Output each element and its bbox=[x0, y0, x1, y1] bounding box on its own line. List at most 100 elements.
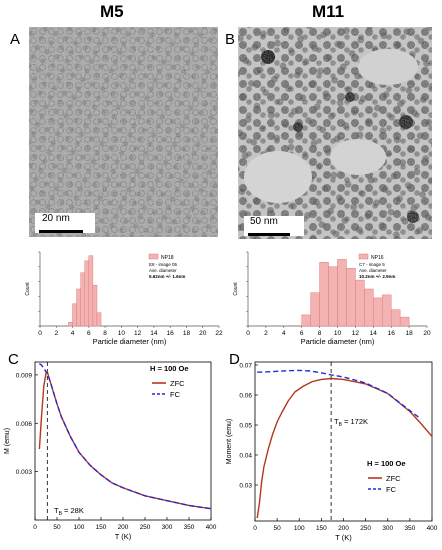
x-tick-label: 20 bbox=[199, 330, 207, 337]
y-tick-label: 0.06 bbox=[239, 393, 252, 400]
x-tick-label: 8 bbox=[318, 330, 322, 337]
y-tick-label: 0.006 bbox=[16, 421, 33, 428]
y-axis-label: Moment (emu) bbox=[226, 419, 233, 465]
x-tick-label: 16 bbox=[167, 330, 175, 337]
x-tick-label: 14 bbox=[150, 330, 158, 337]
series-line-fc bbox=[257, 369, 422, 420]
tem-image-m5 bbox=[29, 27, 218, 237]
x-tick-label: 100 bbox=[74, 524, 85, 531]
y-tick-label: 0.009 bbox=[16, 372, 33, 379]
blocking-temperature-label: TB = 172K bbox=[334, 417, 368, 428]
x-tick-label: 6 bbox=[300, 330, 304, 337]
x-tick-label: 100 bbox=[294, 525, 305, 532]
legend-line: 10.2nm +/- 2.9nm bbox=[359, 274, 395, 279]
histogram-bar bbox=[76, 288, 81, 327]
x-tick-label: 400 bbox=[206, 524, 217, 531]
x-tick-label: 0 bbox=[33, 524, 37, 531]
x-tick-label: 10 bbox=[334, 330, 342, 337]
field-label: H = 100 Oe bbox=[150, 364, 189, 373]
legend-line: 5.62nm +/- 1.6nm bbox=[149, 274, 185, 279]
x-tick-label: 8 bbox=[103, 330, 107, 337]
x-tick-label: 18 bbox=[183, 330, 191, 337]
tem-image-m11-svg bbox=[238, 27, 432, 239]
x-tick-label: 250 bbox=[360, 525, 371, 532]
x-tick-label: 150 bbox=[96, 524, 107, 531]
series-line-zfc bbox=[256, 377, 433, 519]
x-tick-label: 50 bbox=[53, 524, 61, 531]
histogram-bar bbox=[399, 316, 410, 327]
y-tick-label: 0.04 bbox=[239, 453, 252, 460]
histogram-bar bbox=[328, 266, 338, 327]
x-axis-label: Particle diameter (nm) bbox=[301, 337, 375, 346]
x-tick-label: 250 bbox=[140, 524, 151, 531]
x-tick-label: 2 bbox=[264, 330, 268, 337]
x-tick-label: 18 bbox=[405, 330, 413, 337]
histogram-bar bbox=[373, 297, 383, 327]
x-axis-label: Particle diameter (nm) bbox=[93, 337, 167, 346]
y-tick-label: 0.05 bbox=[239, 423, 252, 430]
tem-image-m11 bbox=[238, 27, 432, 239]
histogram-bar bbox=[337, 259, 347, 327]
plot-frame bbox=[34, 361, 212, 521]
x-tick-label: 6 bbox=[87, 330, 91, 337]
histogram-bar bbox=[346, 268, 356, 327]
panel-d-label: D bbox=[229, 351, 240, 368]
x-tick-label: 10 bbox=[118, 330, 126, 337]
legend-label-zfc: ZFC bbox=[170, 379, 185, 388]
histogram-bar bbox=[319, 262, 329, 327]
histogram-bar bbox=[364, 288, 374, 327]
histogram-bar bbox=[88, 255, 94, 327]
series-line-zfc bbox=[38, 370, 212, 510]
legend-label-fc: FC bbox=[386, 485, 397, 494]
legend-title: NP16 bbox=[371, 255, 384, 261]
legend-label-fc: FC bbox=[170, 390, 181, 399]
blocking-temperature-label: TB = 28K bbox=[54, 506, 84, 517]
legend-swatch bbox=[358, 253, 369, 260]
x-tick-label: 0 bbox=[253, 525, 257, 532]
y-tick-label: 0.07 bbox=[239, 363, 252, 370]
legend-line: Ave. diameter bbox=[149, 268, 177, 273]
histogram-bar bbox=[68, 322, 73, 327]
legend-title: NP18 bbox=[161, 255, 174, 261]
histogram-m11: 0 2 4 6 8 10 12 14 16 18 20 Particle diameter (nm) C… bbox=[233, 251, 431, 346]
x-tick-label: 350 bbox=[184, 524, 195, 531]
histogram-bar bbox=[301, 314, 311, 327]
x-tick-label: 300 bbox=[382, 525, 393, 532]
series-line-fc bbox=[38, 363, 212, 510]
tem-image-m5-svg bbox=[29, 27, 218, 237]
y-tick-label: 0.003 bbox=[16, 469, 33, 476]
x-tick-label: 2 bbox=[54, 330, 58, 337]
plot-frame bbox=[254, 361, 433, 522]
y-axis-label: M (emu) bbox=[4, 428, 11, 454]
x-tick-label: 50 bbox=[274, 525, 282, 532]
x-tick-label: 14 bbox=[370, 330, 378, 337]
x-tick-label: 12 bbox=[352, 330, 360, 337]
x-axis-label: T (K) bbox=[335, 533, 352, 542]
legend-label-zfc: ZFC bbox=[386, 474, 401, 483]
y-tick-label: 0.03 bbox=[239, 483, 252, 490]
magnetization-plot-m5: 0 50 100 150 200 250 300 350 400 0.003 0.006 0.009 H… bbox=[4, 361, 217, 541]
legend-line: E8 - image 05 bbox=[149, 262, 178, 267]
field-label: H = 100 Oe bbox=[367, 459, 406, 468]
histogram-bar bbox=[80, 272, 86, 327]
x-axis-label: T (K) bbox=[115, 532, 132, 541]
histogram-bar bbox=[355, 279, 365, 327]
histogram-bar bbox=[92, 285, 98, 327]
histogram-bar bbox=[310, 292, 320, 327]
histogram-bar bbox=[390, 309, 401, 327]
y-axis-label: Count bbox=[233, 282, 239, 296]
x-tick-label: 4 bbox=[282, 330, 286, 337]
histogram-bar bbox=[72, 303, 77, 327]
panel-b-label: B bbox=[225, 31, 236, 48]
column-title-m11: M11 bbox=[312, 2, 345, 21]
legend-swatch bbox=[148, 253, 159, 260]
x-tick-label: 300 bbox=[162, 524, 173, 531]
x-tick-label: 200 bbox=[118, 524, 129, 531]
column-title-m5: M5 bbox=[100, 2, 124, 21]
x-tick-label: 0 bbox=[38, 330, 42, 337]
x-tick-label: 400 bbox=[427, 525, 438, 532]
histogram-bar bbox=[382, 294, 392, 327]
x-tick-label: 350 bbox=[404, 525, 415, 532]
x-tick-label: 12 bbox=[134, 330, 142, 337]
histogram-bar bbox=[84, 260, 90, 327]
